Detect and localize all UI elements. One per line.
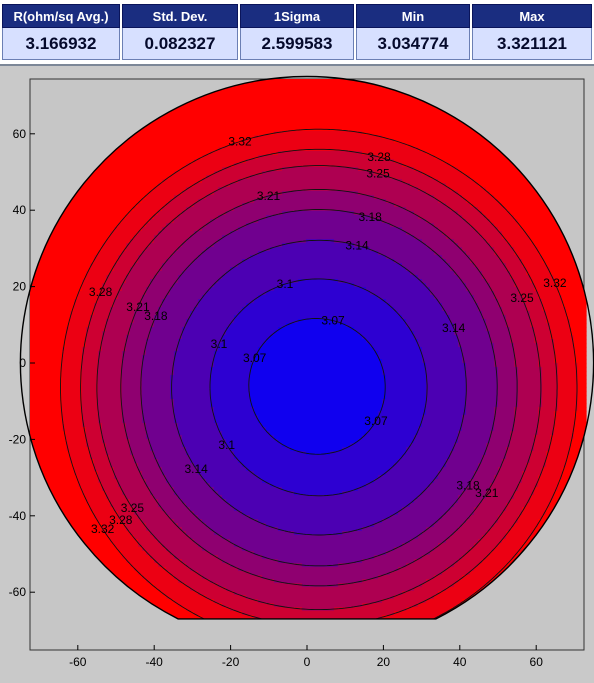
- y-tick-label: 60: [13, 127, 27, 141]
- contour-label: 3.1: [277, 277, 294, 291]
- y-tick-label: -60: [9, 585, 27, 599]
- contour-label: 3.21: [475, 486, 499, 500]
- contour-label: 3.07: [321, 314, 345, 328]
- contour-label: 3.14: [345, 238, 369, 252]
- stat-1sigma-value: 2.599583: [240, 28, 354, 60]
- contour-label: 3.21: [126, 300, 150, 314]
- y-tick-label: 40: [13, 203, 27, 217]
- stat-max: Max 3.321121: [472, 4, 592, 62]
- x-tick-label: 60: [530, 655, 544, 669]
- y-tick-label: -40: [9, 509, 27, 523]
- stat-avg-value: 3.166932: [2, 28, 120, 60]
- x-tick-label: -40: [146, 655, 164, 669]
- x-tick-label: 40: [453, 655, 467, 669]
- stats-panel: R(ohm/sq Avg.) 3.166932 Std. Dev. 0.0823…: [0, 0, 594, 66]
- stat-stddev-label: Std. Dev.: [122, 4, 238, 28]
- contour-label: 3.14: [184, 462, 208, 476]
- contour-label: 3.07: [243, 351, 267, 365]
- stat-stddev-value: 0.082327: [122, 28, 238, 60]
- x-tick-label: -60: [69, 655, 87, 669]
- stat-avg: R(ohm/sq Avg.) 3.166932: [2, 4, 120, 62]
- contour-label: 3.07: [364, 414, 388, 428]
- contour-label: 3.1: [211, 337, 228, 351]
- stat-max-label: Max: [472, 4, 592, 28]
- contour-label: 3.32: [91, 522, 115, 536]
- x-tick-label: -20: [222, 655, 240, 669]
- stat-1sigma-label: 1Sigma: [240, 4, 354, 28]
- contour-label: 3.28: [89, 285, 113, 299]
- contour-label: 3.28: [367, 150, 391, 164]
- contour-label: 3.32: [228, 135, 252, 149]
- stat-min: Min 3.034774: [356, 4, 470, 62]
- contour-label: 3.18: [359, 210, 383, 224]
- stat-stddev: Std. Dev. 0.082327: [122, 4, 238, 62]
- contour-label: 3.1: [218, 438, 235, 452]
- contour-label: 3.25: [510, 291, 534, 305]
- stat-avg-label: R(ohm/sq Avg.): [2, 4, 120, 28]
- stat-min-label: Min: [356, 4, 470, 28]
- stat-min-value: 3.034774: [356, 28, 470, 60]
- contour-label: 3.14: [442, 321, 466, 335]
- contour-label: 3.32: [543, 276, 567, 290]
- contour-label: 3.25: [366, 167, 390, 181]
- contour-label: 3.21: [257, 189, 281, 203]
- contour-map-svg: 3.073.073.073.13.13.13.143.143.143.183.1…: [0, 66, 594, 678]
- stat-1sigma: 1Sigma 2.599583: [240, 4, 354, 62]
- y-tick-label: -20: [9, 432, 27, 446]
- y-tick-label: 20: [13, 280, 27, 294]
- y-tick-label: 0: [19, 356, 26, 370]
- x-tick-label: 20: [377, 655, 391, 669]
- x-tick-label: 0: [304, 655, 311, 669]
- stat-max-value: 3.321121: [472, 28, 592, 60]
